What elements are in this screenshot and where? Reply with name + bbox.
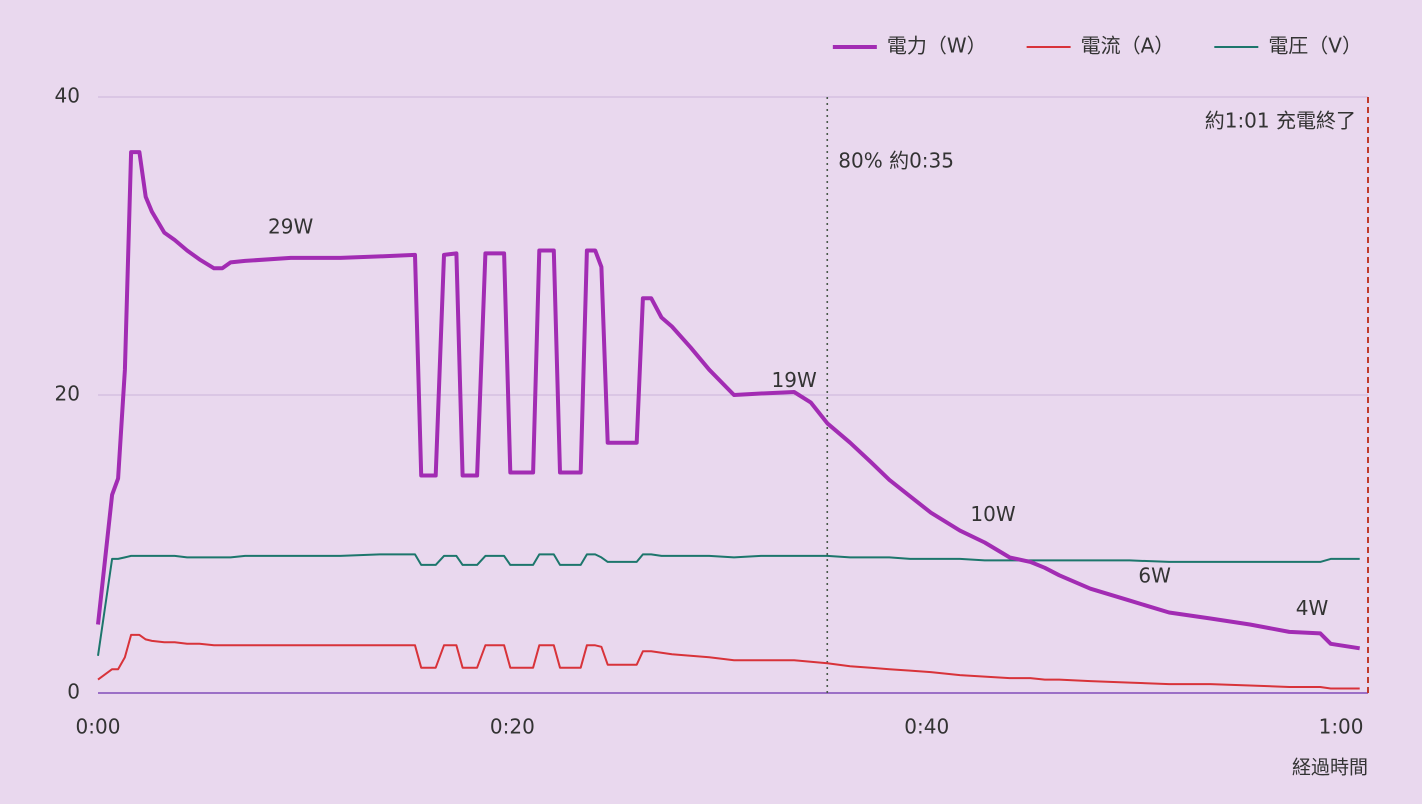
annotation: 19W (772, 368, 817, 392)
y-tick-label: 20 (55, 382, 80, 406)
x-tick-label: 1:00 (1319, 715, 1364, 739)
marker-label: 約1:01 充電終了 (1205, 109, 1356, 133)
annotation: 10W (970, 502, 1015, 526)
annotation: 29W (268, 215, 313, 239)
y-tick-label: 0 (67, 680, 80, 704)
legend-label: 電圧（V） (1268, 34, 1362, 58)
x-tick-label: 0:20 (490, 715, 535, 739)
series-line (97, 633, 1360, 690)
annotation: 6W (1138, 563, 1171, 587)
marker-label: 80% 約0:35 (838, 149, 954, 173)
x-axis-label: 経過時間 (1292, 757, 1368, 779)
series-line (96, 150, 1361, 651)
y-tick-label: 40 (55, 84, 80, 108)
legend-label: 電流（A） (1081, 34, 1175, 58)
legend-label: 電力（W） (887, 34, 987, 58)
x-tick-label: 0:40 (904, 715, 949, 739)
x-tick-label: 0:00 (76, 715, 121, 739)
annotation: 4W (1296, 596, 1329, 620)
